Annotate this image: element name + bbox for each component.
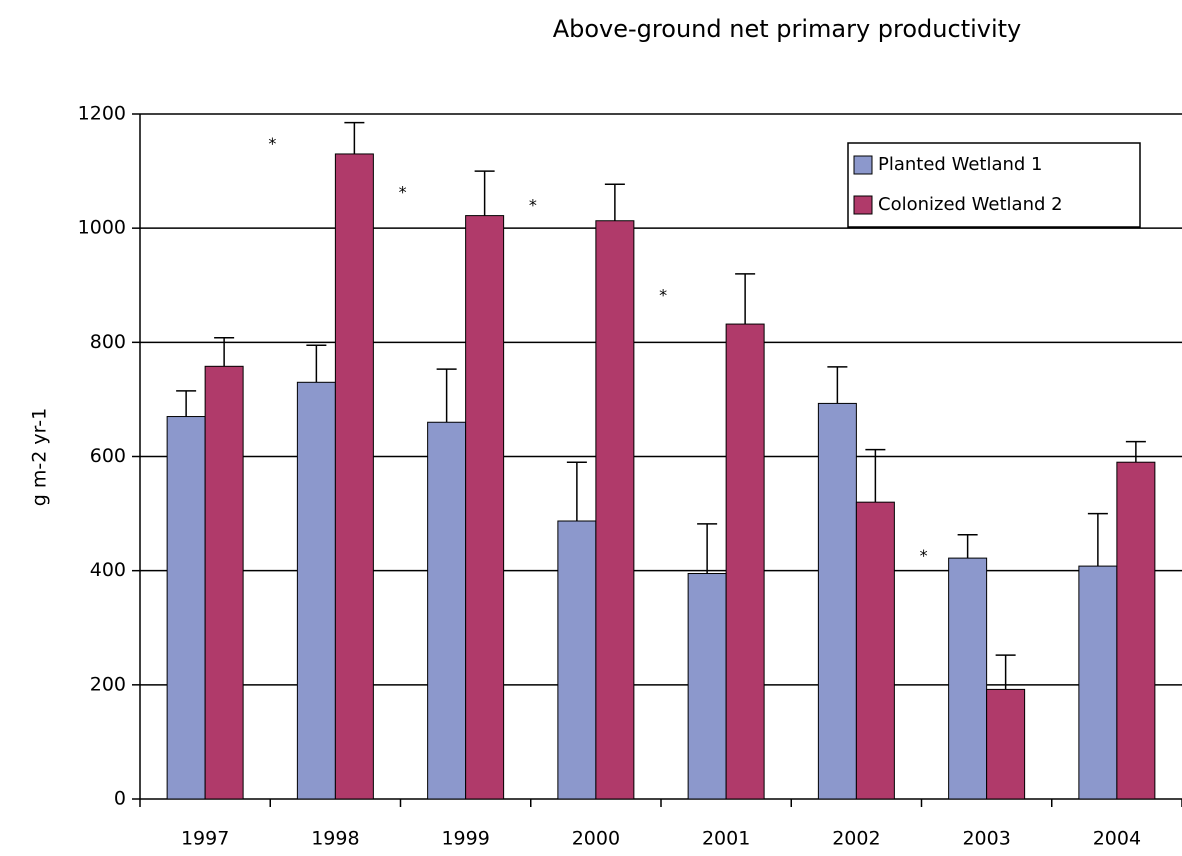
y-tick-label: 800 xyxy=(90,331,126,353)
x-tick-label: 2000 xyxy=(572,828,620,850)
y-tick-label: 600 xyxy=(90,445,126,467)
y-tick-label: 1000 xyxy=(78,217,126,239)
y-tick-label: 400 xyxy=(90,559,126,581)
error-bar xyxy=(697,523,718,574)
error-bar xyxy=(566,461,587,522)
y-tick-label: 0 xyxy=(114,788,126,810)
bar xyxy=(334,153,374,800)
error-bar xyxy=(344,121,365,154)
legend-label: Colonized Wetland 2 xyxy=(878,194,1063,215)
x-tick-label: 1998 xyxy=(311,828,359,850)
error-bar xyxy=(214,337,235,367)
bar xyxy=(465,215,505,800)
error-bar xyxy=(176,390,197,417)
significance-marker: * xyxy=(920,546,928,565)
bar xyxy=(687,573,727,800)
bar xyxy=(595,220,635,800)
y-axis-label: g m-2 yr-1 xyxy=(29,408,51,506)
legend-box xyxy=(847,142,1141,228)
y-tick-label: 1200 xyxy=(78,103,126,125)
error-bar xyxy=(604,183,625,221)
y-tick-label: 200 xyxy=(90,673,126,695)
x-tick-label: 2004 xyxy=(1093,828,1141,850)
bar xyxy=(296,381,336,800)
error-bar xyxy=(995,654,1016,690)
x-tick-label: 1999 xyxy=(441,828,489,850)
bar xyxy=(855,501,895,800)
significance-marker: * xyxy=(399,183,407,202)
legend-label: Planted Wetland 1 xyxy=(878,154,1043,175)
bar xyxy=(427,421,467,800)
error-bar xyxy=(827,366,848,404)
x-tick-label: 1997 xyxy=(181,828,229,850)
error-bar xyxy=(436,368,457,423)
error-bar xyxy=(865,448,886,503)
x-tick-label: 2001 xyxy=(702,828,750,850)
error-bar xyxy=(474,170,495,216)
x-tick-label: 2003 xyxy=(962,828,1010,850)
bar xyxy=(166,416,206,800)
chart-title: Above-ground net primary productivity xyxy=(553,15,1022,43)
error-bar xyxy=(1125,440,1146,463)
bar xyxy=(948,557,988,800)
x-tick-label: 2002 xyxy=(832,828,880,850)
error-bar xyxy=(1087,512,1108,567)
bar xyxy=(817,402,857,800)
bar xyxy=(1116,461,1156,800)
bar xyxy=(725,323,765,800)
legend-swatch xyxy=(853,195,873,215)
bar xyxy=(557,520,597,800)
error-bar xyxy=(957,533,978,559)
bar xyxy=(204,365,244,800)
significance-marker: * xyxy=(268,134,276,153)
legend-swatch xyxy=(853,155,873,175)
significance-marker: * xyxy=(659,285,667,304)
error-bar xyxy=(306,344,327,383)
bar xyxy=(1078,565,1118,800)
error-bar xyxy=(735,273,756,325)
bar xyxy=(986,688,1026,800)
significance-marker: * xyxy=(529,196,537,215)
